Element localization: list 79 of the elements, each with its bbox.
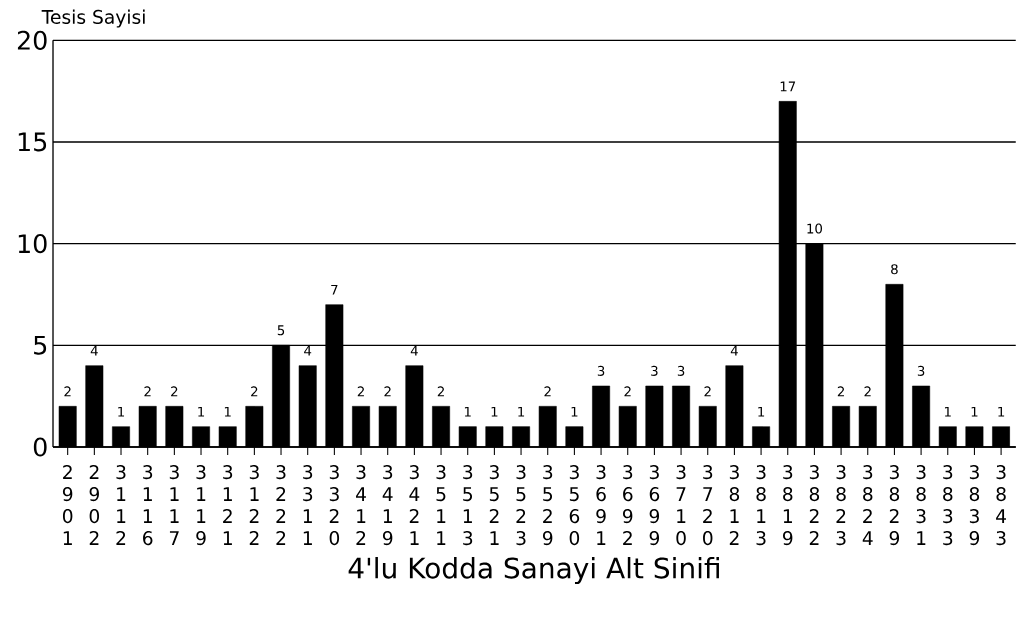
data-label: 1 bbox=[198, 406, 205, 417]
data-label: 1 bbox=[464, 406, 471, 417]
data-label: 1 bbox=[518, 406, 525, 417]
x-tick-label: 3320 bbox=[329, 465, 340, 546]
x-tick-label: 3119 bbox=[196, 465, 206, 546]
data-label: 2 bbox=[837, 386, 844, 397]
data-label: 2 bbox=[544, 386, 551, 397]
data-label: 2 bbox=[171, 386, 178, 397]
data-label: 2 bbox=[357, 386, 364, 397]
x-tick-label: 3513 bbox=[463, 465, 473, 546]
x-tick-label: 3831 bbox=[916, 465, 926, 545]
data-label: 4 bbox=[730, 345, 738, 356]
x-tick-label: 3311 bbox=[303, 465, 313, 545]
data-label: 3 bbox=[917, 365, 925, 376]
x-tick-label: 3829 bbox=[889, 465, 900, 546]
x-tick-label: 3560 bbox=[569, 465, 580, 546]
data-label: 1 bbox=[491, 406, 498, 417]
x-tick-label: 3116 bbox=[143, 465, 153, 546]
x-tick-label: 3523 bbox=[516, 465, 526, 546]
data-label: 2 bbox=[251, 386, 258, 397]
x-tick-label: 3112 bbox=[116, 465, 126, 545]
data-label: 1 bbox=[758, 406, 765, 417]
data-label: 3 bbox=[597, 365, 605, 376]
data-label: 2 bbox=[624, 386, 631, 397]
x-tick-label: 3521 bbox=[489, 465, 499, 545]
data-label: 1 bbox=[571, 406, 578, 417]
data-label: 1 bbox=[944, 406, 951, 417]
y-tick-label: 5 bbox=[34, 335, 47, 355]
data-label: 3 bbox=[651, 365, 658, 376]
x-tick-label: 3710 bbox=[676, 465, 686, 546]
x-tick-label: 3699 bbox=[649, 465, 660, 546]
data-label: 7 bbox=[331, 284, 338, 295]
data-label: 2 bbox=[437, 386, 444, 397]
y-tick-label: 0 bbox=[33, 437, 47, 457]
x-tick-label: 2901 bbox=[62, 465, 73, 545]
x-tick-label: 3691 bbox=[596, 465, 606, 545]
y-tick-label: 20 bbox=[17, 30, 47, 50]
x-tick-label: 3529 bbox=[542, 465, 553, 546]
data-label: 1 bbox=[971, 406, 978, 417]
data-label: 1 bbox=[118, 406, 125, 417]
data-label: 10 bbox=[807, 223, 823, 234]
x-tick-label: 3813 bbox=[756, 465, 766, 546]
data-label: 2 bbox=[64, 386, 71, 397]
data-label: 2 bbox=[384, 386, 391, 397]
data-label: 5 bbox=[277, 325, 285, 336]
x-tick-label: 3117 bbox=[169, 465, 179, 545]
data-label: 4 bbox=[304, 345, 312, 356]
x-axis-title: 4'lu Kodda Sanayi Alt Sinifi bbox=[348, 556, 719, 585]
data-label: 17 bbox=[780, 81, 796, 92]
x-tick-label: 3412 bbox=[356, 465, 366, 545]
data-label: 2 bbox=[704, 386, 711, 397]
x-tick-label: 3819 bbox=[782, 465, 793, 546]
y-tick-label: 15 bbox=[18, 132, 47, 152]
x-tick-label: 3419 bbox=[382, 465, 393, 546]
x-tick-label: 3833 bbox=[943, 465, 953, 546]
x-tick-label: 2902 bbox=[89, 465, 100, 545]
y-axis-title: Tesis Sayisi bbox=[41, 9, 145, 28]
data-label: 2 bbox=[144, 386, 151, 397]
data-label: 2 bbox=[864, 386, 871, 397]
x-tick-label: 3822 bbox=[809, 465, 820, 545]
x-tick-label: 3222 bbox=[276, 465, 286, 545]
x-tick-label: 3421 bbox=[409, 465, 420, 545]
data-label: 8 bbox=[891, 264, 898, 275]
x-tick-label: 3720 bbox=[703, 465, 713, 546]
x-tick-label: 3121 bbox=[223, 465, 233, 545]
x-tick-label: 3511 bbox=[436, 465, 446, 545]
data-label: 3 bbox=[677, 365, 685, 376]
y-tick-label: 10 bbox=[18, 234, 47, 254]
data-label: 4 bbox=[90, 345, 98, 356]
x-tick-label: 3122 bbox=[249, 465, 259, 545]
data-label: 1 bbox=[224, 406, 231, 417]
x-tick-label: 3812 bbox=[729, 465, 740, 545]
data-label: 4 bbox=[410, 345, 418, 356]
data-label: 1 bbox=[998, 406, 1005, 417]
x-tick-label: 3692 bbox=[622, 465, 633, 545]
x-tick-label: 3839 bbox=[969, 465, 980, 546]
x-tick-label: 3823 bbox=[836, 465, 846, 546]
x-tick-label: 3824 bbox=[862, 465, 873, 545]
x-tick-label: 3843 bbox=[996, 465, 1006, 546]
